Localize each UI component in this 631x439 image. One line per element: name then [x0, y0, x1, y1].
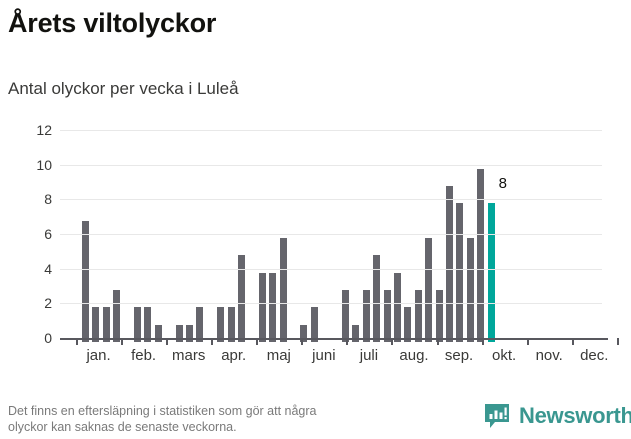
bar[interactable] [154, 324, 162, 342]
bar[interactable] [435, 290, 443, 342]
x-axis-line [60, 338, 608, 340]
x-axis-tick [391, 338, 394, 345]
bar[interactable] [414, 290, 422, 342]
x-axis-tick [481, 338, 484, 345]
x-axis-tick-label: apr. [221, 347, 247, 364]
y-axis-labels: 0 2 4 6 8 10 12 [0, 123, 52, 346]
x-axis-tick [616, 338, 619, 345]
gridline [60, 164, 602, 166]
x-axis-tick [571, 338, 574, 345]
bar-series: 8 [60, 134, 602, 342]
bar[interactable] [477, 168, 485, 342]
x-axis-tick [436, 338, 439, 345]
x-axis-tick-label: maj [266, 347, 291, 364]
gridline [60, 268, 602, 270]
bar[interactable] [352, 324, 360, 342]
x-axis-tick-label: jan. [86, 347, 111, 364]
x-axis-ticks [60, 338, 619, 345]
gridline [60, 303, 602, 305]
x-axis-tick-label: dec. [580, 347, 609, 364]
x-axis-tick [76, 338, 78, 345]
x-axis-tick-label: juli [359, 347, 379, 364]
bar[interactable] [425, 238, 433, 342]
gridline [60, 130, 602, 131]
bar[interactable] [258, 272, 266, 342]
bar[interactable] [446, 186, 453, 342]
bar[interactable] [310, 307, 318, 342]
y-axis-tick-label: 10 [36, 156, 52, 173]
x-axis-tick-label: aug. [399, 347, 429, 364]
bar[interactable] [134, 307, 141, 342]
bar[interactable] [466, 238, 474, 342]
x-axis-tick [526, 338, 529, 345]
bar[interactable] [217, 307, 225, 342]
x-axis-tick-label: nov. [535, 347, 563, 364]
bar[interactable] [362, 290, 370, 342]
x-axis-tick [121, 338, 124, 345]
bar-chart-bubble-icon [485, 404, 509, 428]
brand-name: Newsworthy [519, 403, 631, 428]
bar[interactable] [373, 255, 381, 342]
gridline [60, 234, 602, 235]
bar-chart: 0 2 4 6 8 10 12 8 jan. feb. mars apr. maj juni juli a… [0, 118, 631, 368]
bar[interactable] [383, 290, 391, 342]
y-axis-tick-label: 12 [36, 122, 52, 138]
page-subtitle: Antal olyckor per vecka i Luleå [8, 79, 239, 98]
y-axis-tick-label: 4 [44, 260, 52, 277]
footnote: Det finns en eftersläpning i statistiken… [8, 403, 428, 435]
footnote-line-2: olyckor kan saknas de senaste veckorna. [8, 420, 237, 434]
bar[interactable] [238, 255, 245, 342]
bar[interactable] [279, 238, 287, 342]
x-axis-tick [346, 338, 349, 345]
bar[interactable] [175, 324, 183, 342]
bar[interactable] [394, 272, 401, 342]
bar-value-label: 8 [498, 175, 507, 193]
x-axis-tick-label: mars [171, 347, 206, 364]
bar[interactable] [144, 307, 152, 342]
x-axis-labels: jan. feb. mars apr. maj juni juli aug. sep. okt. n… [0, 346, 631, 368]
x-axis-tick [256, 338, 259, 345]
bar[interactable] [113, 290, 121, 342]
footnote-line-1: Det finns en eftersläpning i statistiken… [8, 404, 317, 418]
bar-highlighted[interactable] [487, 203, 495, 342]
bar[interactable] [227, 307, 235, 342]
x-axis-tick [301, 338, 304, 345]
y-axis-tick-label: 2 [44, 295, 52, 312]
bar[interactable] [196, 307, 204, 342]
y-axis-tick-label: 8 [44, 191, 52, 208]
bar[interactable] [102, 307, 110, 342]
brand-logo: Newsworthy [483, 402, 631, 430]
bar[interactable] [82, 220, 89, 342]
plot-area: 8 [60, 130, 608, 344]
gridline [60, 199, 602, 201]
x-axis-tick-label: sep. [444, 347, 474, 364]
x-axis-tick-label: okt. [492, 347, 517, 364]
x-axis-tick [211, 338, 214, 345]
bar[interactable] [300, 324, 308, 342]
x-axis-tick-label: feb. [131, 347, 157, 364]
y-axis-tick-label: 0 [44, 330, 52, 346]
page-title: Årets viltolyckor [8, 8, 217, 38]
bar[interactable] [92, 307, 100, 342]
x-axis-tick-label: juni [312, 347, 336, 364]
bar[interactable] [456, 203, 464, 342]
bar[interactable] [342, 290, 349, 342]
x-axis-tick [166, 338, 169, 345]
bar[interactable] [404, 307, 412, 342]
bar[interactable] [269, 272, 277, 342]
bar[interactable] [186, 324, 193, 342]
y-axis-tick-label: 6 [44, 226, 52, 242]
